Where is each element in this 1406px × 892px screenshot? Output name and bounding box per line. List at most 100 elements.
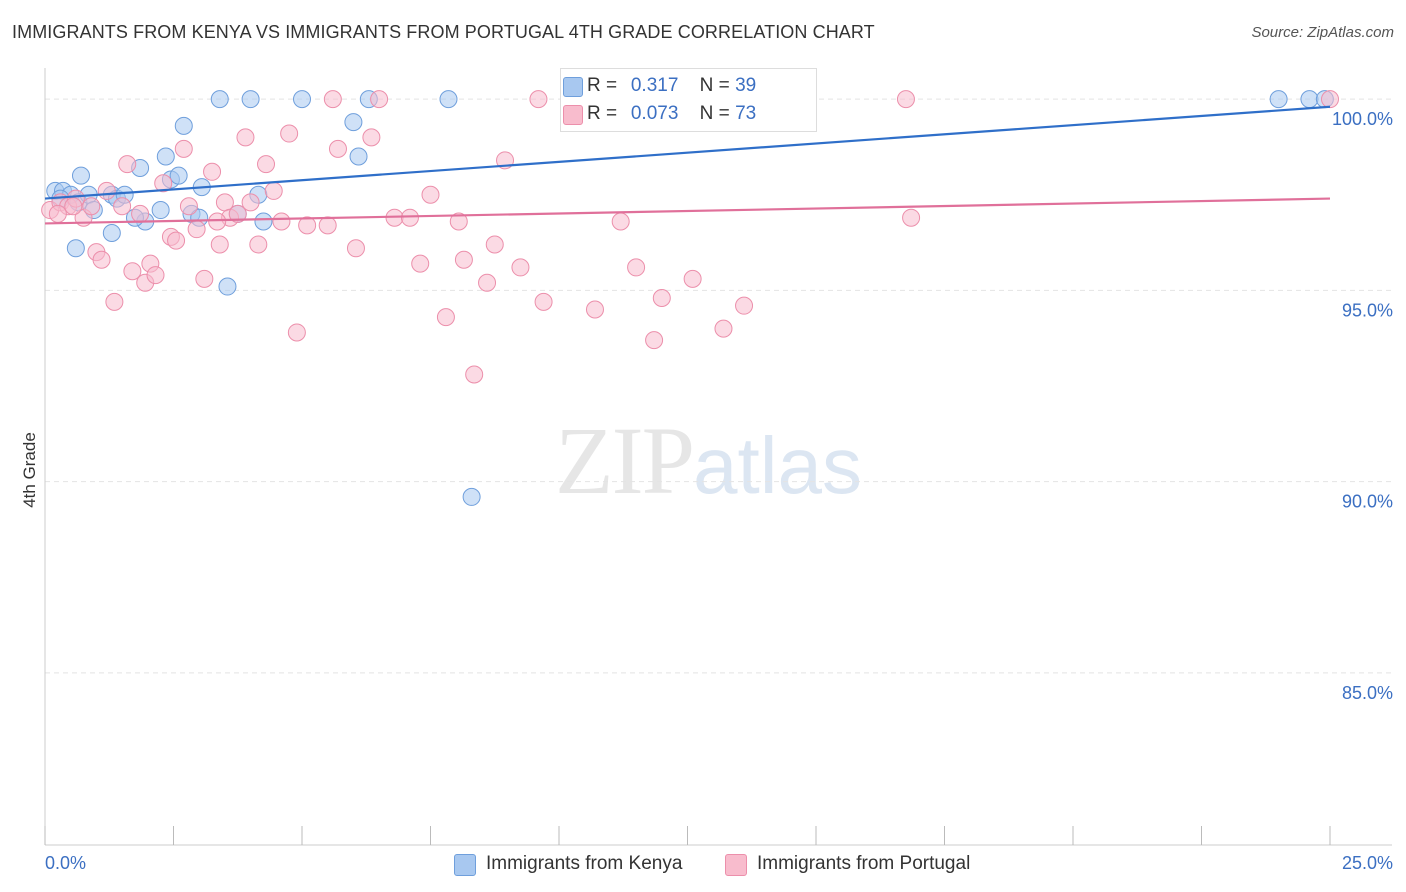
stats-row-portugal: R = 0.073 N = 73 [563, 102, 757, 126]
data-point [97, 181, 116, 200]
data-point [92, 250, 111, 269]
legend: Immigrants from Kenya Immigrants from Po… [0, 852, 1406, 878]
data-point [210, 90, 229, 109]
data-point [683, 269, 702, 288]
data-point [82, 197, 101, 216]
data-point [254, 212, 273, 231]
stats-r-value: 0.317 [630, 75, 679, 96]
y-tick-label: 100.0% [1332, 109, 1393, 129]
stats-swatch-portugal [563, 105, 583, 125]
data-point [298, 216, 317, 235]
chart-source: Source: ZipAtlas.com [1251, 24, 1394, 41]
data-point [735, 296, 754, 315]
data-point [210, 235, 229, 254]
data-point [102, 224, 121, 242]
data-point [174, 116, 193, 135]
data-point [123, 262, 142, 281]
stats-r-value: 0.073 [630, 103, 679, 124]
data-point [1321, 90, 1339, 109]
stats-n-value: 73 [735, 103, 757, 124]
data-point [645, 331, 664, 350]
data-point [328, 139, 347, 158]
legend-item-kenya[interactable]: Immigrants from Kenya [454, 852, 682, 876]
data-point [714, 319, 733, 338]
data-point [902, 208, 921, 227]
data-point [169, 166, 188, 185]
data-point [118, 155, 137, 174]
data-point [287, 323, 306, 342]
legend-item-portugal[interactable]: Immigrants from Portugal [725, 852, 970, 876]
y-axis-label: 4th Grade [20, 432, 39, 508]
data-point [585, 300, 604, 319]
data-point [146, 266, 165, 285]
data-point [449, 212, 468, 231]
data-point [346, 239, 365, 258]
stats-swatch-kenya [563, 77, 583, 97]
watermark-zip: ZIP [555, 407, 695, 514]
stats-r-label: R = [587, 103, 618, 124]
stats-row-kenya: R = 0.317 N = 39 [563, 74, 757, 98]
data-point [280, 124, 299, 143]
x-tick-label: 25.0% [1342, 853, 1393, 873]
data-point [105, 292, 124, 311]
data-point [627, 258, 646, 277]
data-point [131, 204, 150, 223]
data-point [323, 90, 342, 109]
data-point [195, 269, 214, 288]
data-point [370, 90, 389, 109]
data-point [228, 204, 247, 223]
trend-line [44, 105, 1331, 200]
data-point [1300, 90, 1319, 109]
tick-labels: 85.0% 90.0% 95.0% 100.0% 0.0% 25.0% [45, 109, 1393, 873]
data-point [174, 139, 193, 158]
legend-swatch-portugal [725, 854, 747, 876]
watermark-atlas: atlas [693, 421, 862, 510]
data-point [257, 155, 276, 174]
data-point [151, 201, 170, 220]
trend-line [44, 197, 1331, 225]
data-point [71, 166, 90, 185]
data-point [534, 292, 553, 311]
data-point [478, 273, 497, 292]
legend-label-portugal: Immigrants from Portugal [757, 853, 971, 874]
data-point [187, 220, 206, 239]
data-point [611, 212, 630, 231]
data-point [485, 235, 504, 254]
y-tick-label: 95.0% [1342, 300, 1393, 320]
data-point [652, 289, 671, 308]
data-point [454, 250, 473, 269]
data-point [154, 174, 173, 193]
data-point [66, 239, 85, 258]
stats-box: R = 0.317 N = 39 R = 0.073 N = 73 [560, 68, 817, 132]
data-point [462, 487, 481, 506]
data-point [241, 193, 260, 212]
stats-n-label: N = [699, 75, 730, 96]
watermark: ZIPatlas [555, 405, 862, 516]
data-point [208, 212, 227, 231]
legend-label-kenya: Immigrants from Kenya [486, 853, 683, 874]
data-point [896, 90, 915, 109]
data-point [318, 216, 337, 235]
stats-r-label: R = [587, 75, 618, 96]
data-point [241, 90, 260, 109]
y-tick-label: 85.0% [1342, 683, 1393, 703]
trend-lines [44, 105, 1331, 225]
stats-n-value: 39 [735, 75, 757, 96]
data-point [344, 113, 363, 132]
data-point [249, 235, 268, 254]
y-tick-label: 90.0% [1342, 492, 1393, 512]
data-point [167, 231, 186, 250]
data-point [1269, 90, 1288, 109]
data-point [64, 197, 83, 216]
data-point [529, 90, 548, 109]
legend-swatch-kenya [454, 854, 476, 876]
data-point [264, 181, 283, 200]
stats-n-label: N = [699, 103, 730, 124]
data-point [411, 254, 430, 273]
data-point [439, 90, 458, 109]
data-point [421, 185, 440, 204]
data-point [349, 147, 368, 166]
data-point [362, 128, 381, 147]
data-point [400, 208, 419, 227]
data-point [293, 90, 311, 109]
